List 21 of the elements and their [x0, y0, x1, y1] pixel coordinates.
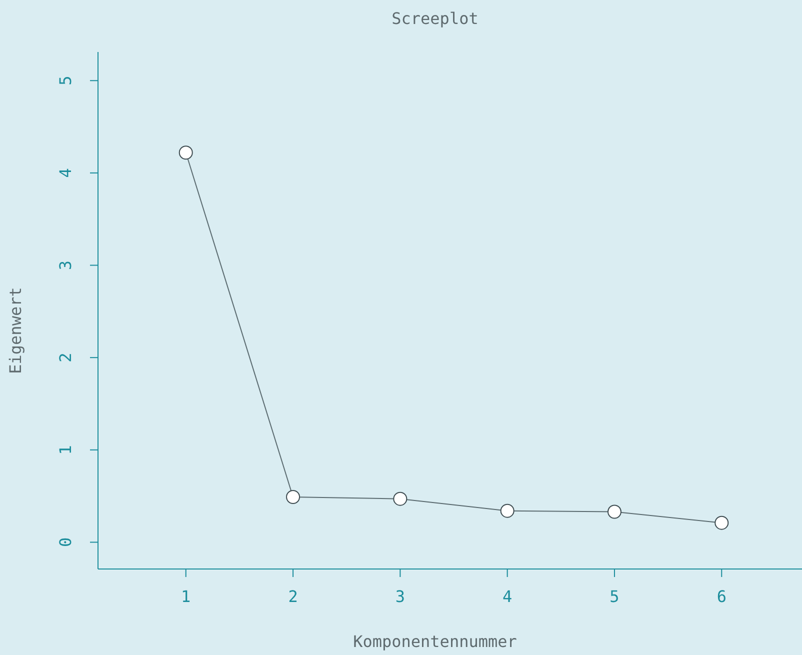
x-tick-label: 1: [181, 587, 191, 606]
x-tick-label: 4: [502, 587, 512, 606]
point: [178, 146, 193, 160]
x-axis-title: Komponentennummer: [353, 632, 518, 651]
y-tick-label: 2: [56, 352, 75, 362]
x-tick-label: 2: [288, 587, 298, 606]
x-tick-label: 3: [395, 587, 405, 606]
point: [500, 504, 514, 518]
x-tick-label: 6: [716, 587, 726, 606]
point: [714, 516, 729, 530]
point: [286, 490, 300, 504]
y-tick-label: 4: [56, 168, 75, 178]
point: [393, 492, 408, 506]
y-tick-label: 5: [56, 76, 75, 86]
y-tick-label: 3: [56, 260, 75, 270]
y-tick-label: 1: [56, 445, 75, 455]
y-tick-label: 0: [56, 537, 75, 548]
chart-title: Screeplot: [392, 9, 478, 28]
y-axis-title: Eigenwert: [6, 287, 25, 374]
x-tick-label: 5: [610, 587, 620, 606]
point: [607, 504, 622, 519]
